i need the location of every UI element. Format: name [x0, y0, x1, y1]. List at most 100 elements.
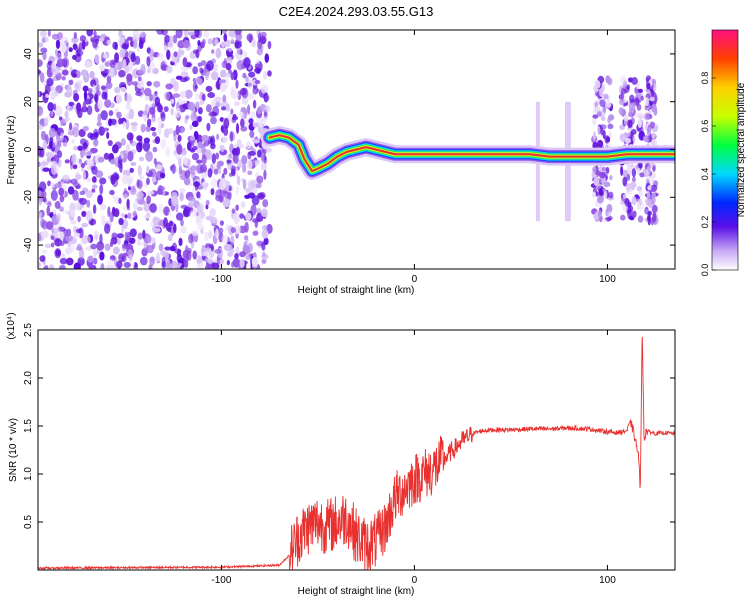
- noise-blob: [249, 130, 255, 138]
- noise-blob: [55, 39, 61, 50]
- noise-blob: [631, 168, 637, 178]
- noise-blob: [149, 93, 153, 102]
- noise-blob: [195, 48, 200, 59]
- noise-blob: [99, 251, 105, 261]
- noise-blob: [196, 215, 201, 224]
- noise-blob: [265, 147, 272, 153]
- noise-blob: [651, 204, 658, 214]
- noise-blob: [82, 125, 89, 132]
- noise-blob: [210, 116, 217, 125]
- noise-blob: [38, 42, 44, 48]
- noise-blob: [196, 164, 204, 175]
- noise-blob: [90, 243, 97, 250]
- noise-blob: [38, 124, 44, 130]
- noise-blob: [77, 145, 84, 151]
- noise-blob: [256, 149, 262, 158]
- noise-blob: [146, 177, 150, 186]
- noise-blob: [104, 61, 110, 67]
- noise-blob: [250, 204, 257, 216]
- noise-blob: [190, 112, 198, 122]
- noise-blob: [645, 97, 649, 107]
- noise-blob: [116, 260, 123, 269]
- noise-blob: [180, 226, 187, 234]
- noise-blob: [182, 208, 189, 218]
- noise-blob: [133, 202, 139, 210]
- noise-blob: [175, 212, 184, 221]
- noise-blob: [631, 77, 638, 85]
- noise-blob: [164, 246, 172, 251]
- noise-blob: [42, 140, 48, 150]
- noise-blob: [72, 164, 78, 170]
- noise-blob: [80, 234, 89, 245]
- noise-blob: [64, 159, 71, 164]
- noise-blob: [106, 131, 110, 140]
- noise-blob: [636, 112, 644, 119]
- noise-blob: [226, 103, 230, 112]
- noise-blob: [261, 258, 267, 264]
- noise-blob: [627, 166, 634, 171]
- noise-blob: [226, 56, 233, 65]
- noise-blob: [78, 129, 86, 138]
- noise-blob: [242, 178, 247, 190]
- noise-blob: [108, 67, 116, 78]
- noise-blob: [81, 39, 86, 50]
- noise-blob: [207, 92, 216, 99]
- noise-blob: [632, 210, 637, 219]
- noise-blob: [632, 176, 636, 183]
- noise-blob: [246, 33, 254, 42]
- noise-blob: [187, 101, 196, 111]
- noise-blob: [233, 212, 241, 223]
- noise-blob: [178, 164, 183, 175]
- noise-blob: [196, 116, 202, 122]
- noise-blob: [638, 161, 643, 169]
- noise-blob: [227, 251, 233, 257]
- noise-blob: [640, 95, 644, 101]
- noise-blob: [57, 32, 63, 40]
- noise-blob: [231, 147, 239, 156]
- noise-blob: [201, 154, 207, 165]
- noise-blob: [40, 130, 47, 141]
- noise-blob: [54, 90, 59, 97]
- noise-blob: [53, 228, 61, 239]
- noise-blob: [619, 124, 626, 130]
- noise-blob: [173, 81, 180, 92]
- noise-blob: [47, 114, 51, 123]
- noise-blob: [163, 44, 169, 52]
- noise-blob: [619, 98, 625, 106]
- noise-blob: [625, 189, 633, 195]
- noise-blob: [86, 199, 91, 208]
- noise-blob: [623, 118, 628, 126]
- noise-blob: [196, 202, 204, 213]
- noise-blob: [260, 36, 266, 45]
- spectrogram-xtick-label: 0: [412, 274, 418, 285]
- noise-blob: [234, 41, 242, 49]
- noise-blob: [169, 98, 175, 104]
- noise-blob: [50, 242, 55, 248]
- noise-blob: [626, 205, 634, 213]
- noise-blob: [201, 134, 209, 142]
- noise-blob: [261, 229, 269, 239]
- noise-blob: [175, 124, 180, 136]
- noise-blob: [620, 75, 626, 85]
- noise-blob: [123, 261, 131, 269]
- noise-blob: [234, 101, 240, 106]
- noise-blob: [185, 115, 190, 120]
- noise-blob: [242, 163, 247, 173]
- noise-blob: [112, 41, 118, 50]
- noise-blob: [237, 90, 242, 101]
- noise-blob: [200, 60, 207, 66]
- noise-blob: [79, 197, 88, 205]
- noise-blob: [592, 131, 597, 140]
- noise-blob: [114, 173, 120, 181]
- noise-blob: [54, 200, 61, 209]
- noise-blob: [240, 118, 245, 128]
- noise-blob: [247, 92, 255, 100]
- noise-blob: [87, 132, 94, 139]
- noise-blob: [149, 49, 155, 57]
- noise-blob: [147, 190, 155, 195]
- noise-blob: [187, 196, 196, 202]
- noise-blob: [124, 214, 128, 219]
- noise-blob: [607, 215, 613, 221]
- noise-blob: [595, 170, 602, 176]
- noise-blob: [189, 209, 198, 218]
